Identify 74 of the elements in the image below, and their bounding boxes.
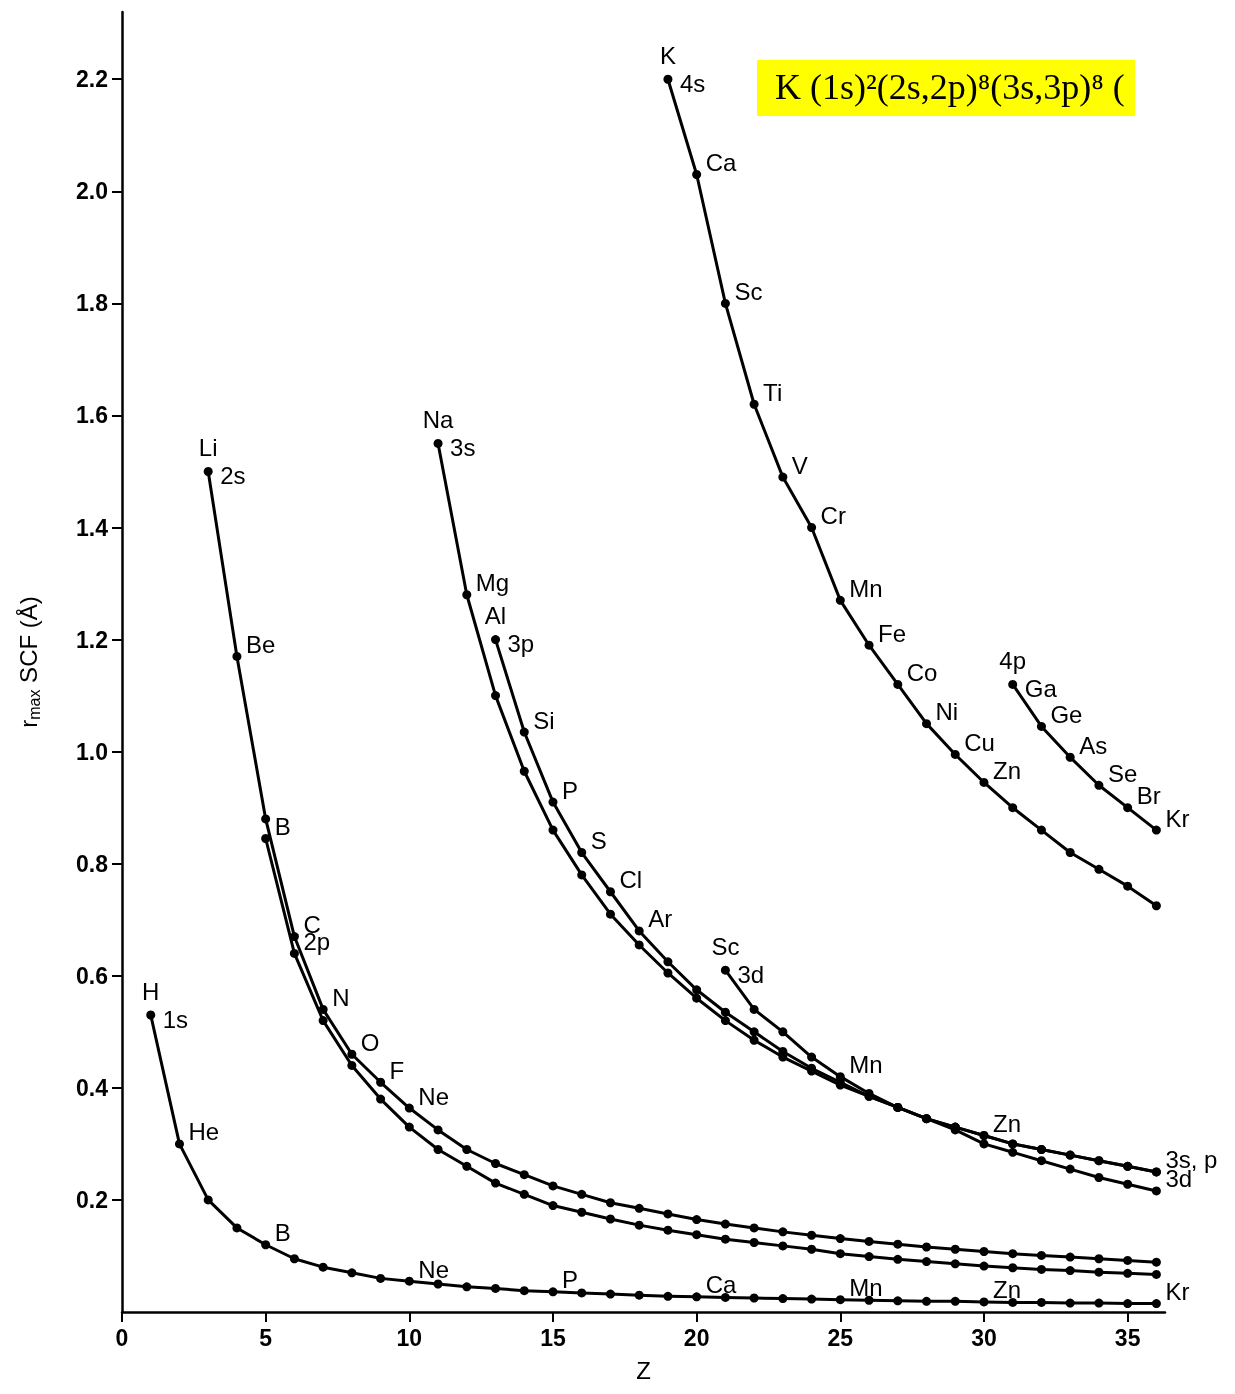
- x-axis-title: Z: [636, 1356, 651, 1384]
- annotation: Mn: [849, 1274, 883, 1302]
- annotation: O: [360, 1028, 380, 1056]
- annotation: Mg: [475, 569, 510, 597]
- y-tick-label: 1.8: [76, 290, 109, 317]
- annotation: Ge: [1050, 700, 1083, 728]
- x-tick-label: 25: [827, 1324, 854, 1351]
- annotation: Cl: [619, 866, 643, 894]
- annotation: S: [590, 827, 607, 855]
- annotation: Cu: [964, 728, 995, 756]
- annotation: H: [142, 977, 160, 1005]
- annotation: Si: [533, 706, 555, 734]
- annotation: Zn: [992, 1276, 1021, 1304]
- annotation: Cr: [820, 502, 846, 530]
- annotation: Zn: [992, 756, 1021, 784]
- annotation: Ca: [705, 149, 737, 176]
- annotation: 1s: [162, 1005, 189, 1033]
- annotation: Al: [484, 602, 507, 630]
- annotation: 3p: [507, 630, 535, 658]
- annotation: Li: [198, 433, 218, 461]
- annotation: Sc: [711, 932, 740, 960]
- annotation: K: [659, 41, 676, 69]
- annotation: 4p: [999, 646, 1027, 674]
- y-tick-label: 2.2: [76, 66, 108, 93]
- annotation: N: [332, 983, 350, 1011]
- annotation: Na: [422, 405, 455, 433]
- annotation: Mn: [849, 1051, 883, 1079]
- annotation: Kr: [1165, 804, 1190, 832]
- y-tick-label: 0.8: [76, 850, 109, 877]
- y-tick-label: 1.0: [76, 738, 108, 765]
- annotation: Br: [1136, 782, 1161, 810]
- x-tick-label: 5: [259, 1324, 273, 1351]
- annotation: P: [561, 776, 579, 804]
- y-axis-title: rmax SCF (Å): [14, 596, 43, 728]
- annotation: Ne: [418, 1255, 450, 1283]
- annotation: Ni: [935, 698, 959, 726]
- annotation: 3d: [737, 960, 765, 988]
- x-tick-label: 10: [396, 1324, 423, 1351]
- x-tick-label: 15: [540, 1324, 566, 1351]
- annotation: 2s: [220, 461, 246, 489]
- y-tick-label: 1.6: [76, 402, 108, 429]
- annotation: Kr: [1165, 1278, 1190, 1306]
- x-tick-label: 20: [683, 1324, 710, 1351]
- annotation: V: [791, 451, 808, 479]
- x-tick-label: 0: [115, 1324, 129, 1351]
- y-tick-label: 0.2: [76, 1186, 108, 1213]
- y-tick-label: 0.6: [76, 962, 108, 989]
- annotation: P: [561, 1266, 579, 1294]
- x-tick-label: 35: [1114, 1324, 1141, 1351]
- annotation: 3s: [450, 433, 476, 461]
- annotation: Fe: [878, 619, 907, 647]
- annotation: B: [274, 1219, 291, 1247]
- y-tick-label: 1.2: [76, 626, 108, 653]
- y-tick-label: 2.0: [76, 178, 108, 205]
- annotation: Sc: [734, 277, 763, 305]
- annotation: Ar: [648, 905, 673, 933]
- annotation: F: [389, 1056, 405, 1084]
- annotation: Ne: [418, 1082, 450, 1110]
- annotation: B: [274, 813, 291, 841]
- annotation: Zn: [992, 1109, 1021, 1137]
- annotation: Se: [1107, 759, 1138, 787]
- y-tick-label: 1.4: [76, 514, 109, 541]
- annotation: 4s: [679, 69, 706, 97]
- annotation: Mn: [849, 574, 883, 602]
- annotation: As: [1079, 731, 1108, 759]
- annotation: Be: [245, 630, 276, 658]
- annotation: He: [188, 1118, 220, 1146]
- y-tick-label: 0.4: [76, 1074, 109, 1101]
- x-tick-label: 30: [971, 1324, 997, 1351]
- annotation: Ga: [1024, 674, 1058, 702]
- annotation: K (1s)²(2s,2p)⁸(3s,3p)⁸ (: [757, 60, 1135, 116]
- annotation: Ti: [763, 378, 783, 406]
- annotation: Co: [906, 658, 938, 686]
- annotation: Ca: [705, 1271, 737, 1299]
